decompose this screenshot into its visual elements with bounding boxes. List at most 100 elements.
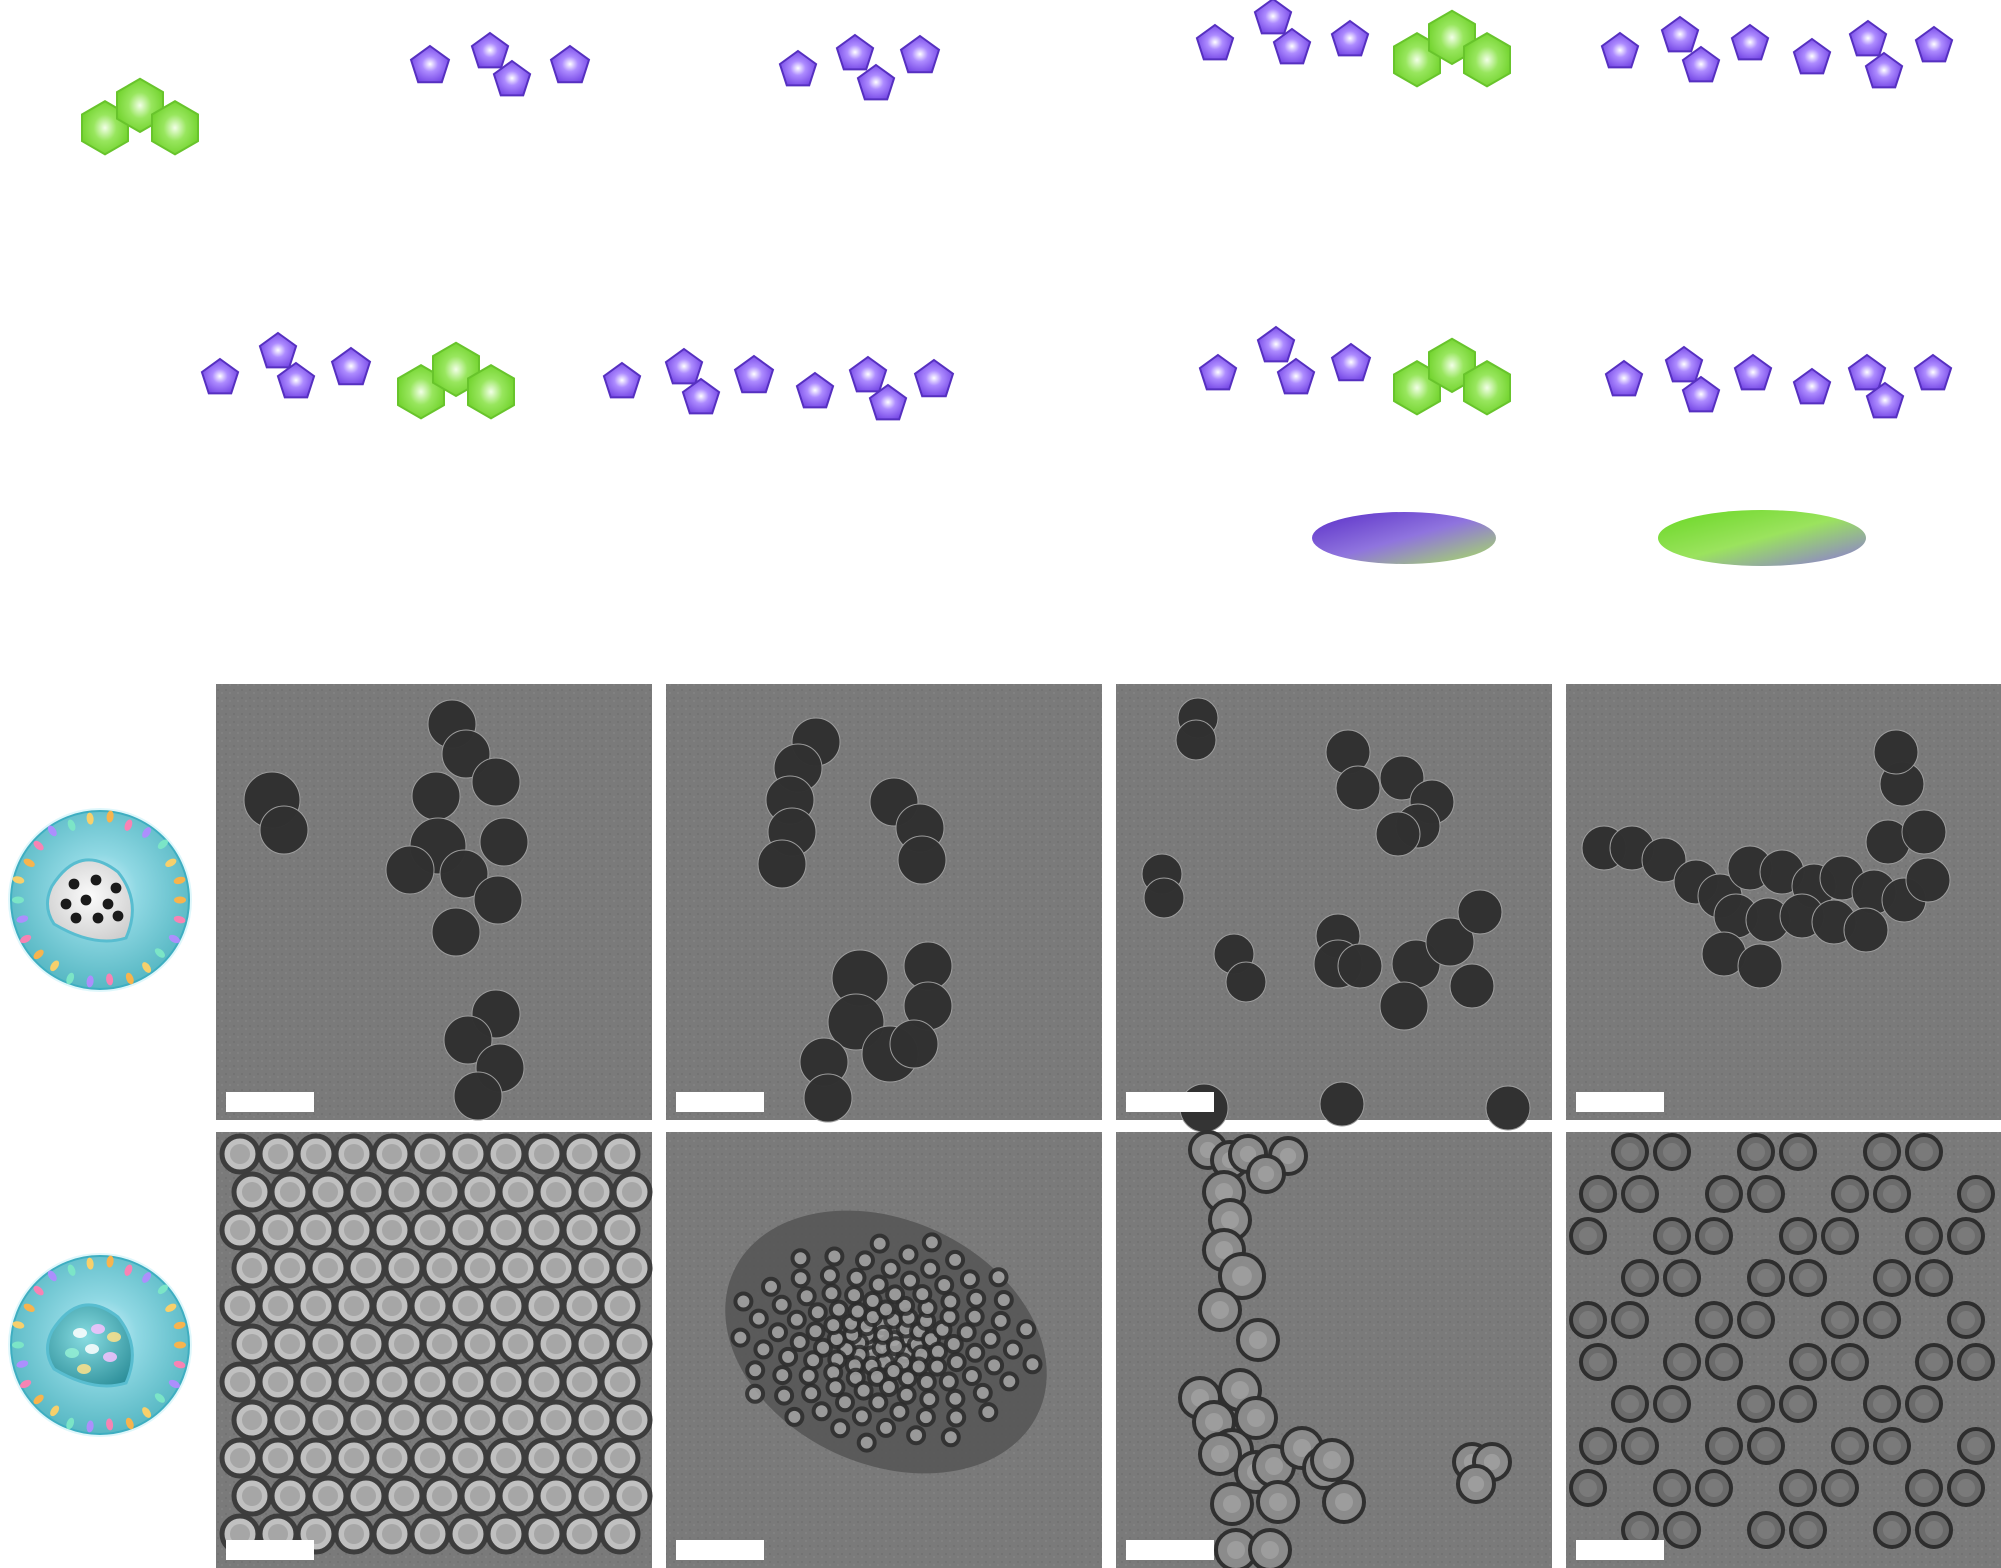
- hollow-particle: [1737, 1133, 1775, 1171]
- hollow-particle: [1653, 1469, 1691, 1507]
- pentagon-icon: [1198, 353, 1238, 391]
- pentagon-icon: [1330, 19, 1370, 57]
- tem-panel: [1566, 1132, 2001, 1568]
- pentagon-icon: [549, 44, 591, 84]
- gradient-ellipse: [1312, 512, 1496, 564]
- dense-particle: [1485, 1085, 1531, 1131]
- hollow-particle: [1905, 1217, 1943, 1255]
- pentagon-icon: [1681, 45, 1721, 83]
- hollow-particle: [1653, 1133, 1691, 1171]
- triple-hexagon-icon: [81, 77, 199, 156]
- hollow-particle: [1863, 1385, 1901, 1423]
- pentagon-icon: [470, 31, 510, 69]
- pentagon-icon: [276, 361, 316, 399]
- dense-particle: [1641, 837, 1687, 883]
- dense-particle: [439, 849, 489, 899]
- pentagon-icon: [1864, 51, 1904, 89]
- pentagon-icon: [1914, 25, 1954, 63]
- hollow-particle: [1947, 1301, 1985, 1339]
- porous-sphere-icon: [8, 808, 192, 992]
- hollow-particle: [1747, 1427, 1785, 1465]
- hollow-particle: [1621, 1427, 1659, 1465]
- hollow-particle: [1873, 1175, 1911, 1213]
- pentagon-icon: [1195, 23, 1235, 61]
- scale-bar: [226, 1540, 314, 1560]
- hollow-particle: [1663, 1343, 1701, 1381]
- pentagon-icon: [1256, 325, 1296, 363]
- hollow-particle: [1863, 1301, 1901, 1339]
- hollow-particle: [1915, 1511, 1953, 1549]
- tem-panel: [216, 1132, 653, 1568]
- dense-particle: [1901, 809, 1947, 855]
- tem-panel: [1116, 684, 1552, 1133]
- particle-icons: [8, 808, 192, 1437]
- hollow-particle: [1831, 1343, 1869, 1381]
- dense-particle: [431, 907, 481, 957]
- hollow-particle: [1831, 1175, 1869, 1213]
- hollow-particle: [1873, 1259, 1911, 1297]
- tem-panel: [216, 684, 652, 1121]
- dense-particle: [1375, 811, 1421, 857]
- dense-particle: [473, 875, 523, 925]
- pentagon-icon: [1792, 367, 1832, 405]
- hollow-particle: [1957, 1343, 1995, 1381]
- dense-particle: [1335, 765, 1381, 811]
- pentagon-icon: [835, 33, 875, 71]
- hollow-particle: [1779, 1469, 1817, 1507]
- dense-particle: [1379, 755, 1425, 801]
- dense-particle: [1143, 877, 1185, 919]
- monomer-schematic: [81, 0, 1954, 566]
- hollow-particle: [1569, 1217, 1607, 1255]
- pentagon-icon: [1276, 357, 1316, 395]
- hollow-particle: [1695, 1217, 1733, 1255]
- hollow-particle: [1821, 1301, 1859, 1339]
- hollow-particle: [1705, 1175, 1743, 1213]
- pentagon-icon: [899, 34, 941, 74]
- hollow-particle: [1695, 1301, 1733, 1339]
- hollow-particle: [1569, 1301, 1607, 1339]
- hollow-particle: [1695, 1469, 1733, 1507]
- hollow-particle: [1873, 1427, 1911, 1465]
- pentagon-icon: [681, 377, 721, 415]
- pentagon-icon: [409, 44, 451, 84]
- pentagon-icon: [1660, 15, 1700, 53]
- pentagon-icon: [1681, 375, 1721, 413]
- pentagon-icon: [1272, 27, 1312, 65]
- dense-particle: [443, 1015, 493, 1065]
- tem-panel: [666, 1132, 1102, 1568]
- pentagon-icon: [1664, 345, 1704, 383]
- dense-particle: [1737, 943, 1783, 989]
- hollow-particle: [1779, 1385, 1817, 1423]
- hollow-particle: [1821, 1469, 1859, 1507]
- dense-particle: [479, 817, 529, 867]
- scale-bar: [1576, 1540, 1664, 1560]
- scale-bar: [226, 1092, 314, 1112]
- dense-particle: [889, 1019, 939, 1069]
- hollow-particle: [1248, 1528, 1292, 1568]
- hollow-particle: [1663, 1511, 1701, 1549]
- dense-particle: [1425, 917, 1475, 967]
- scale-bar: [1126, 1092, 1214, 1112]
- hollow-particle: [1218, 1252, 1266, 1300]
- dense-particle: [1905, 857, 1951, 903]
- hollow-particle: [1915, 1259, 1953, 1297]
- triple-hexagon-icon: [1393, 337, 1511, 416]
- hollow-particle: [1569, 1469, 1607, 1507]
- pentagon-icon: [913, 358, 955, 398]
- pentagon-icon: [258, 331, 298, 369]
- dense-particle: [1457, 889, 1503, 935]
- hollow-particle: [1705, 1343, 1743, 1381]
- dense-particle: [1225, 961, 1267, 1003]
- dense-particle: [897, 835, 947, 885]
- pentagon-icon: [664, 347, 704, 385]
- hollow-particle: [1737, 1301, 1775, 1339]
- hollow-sphere-icon: [8, 1253, 192, 1437]
- scale-bar: [676, 1092, 764, 1112]
- hollow-particle: [1621, 1175, 1659, 1213]
- dense-particle: [1843, 907, 1889, 953]
- dense-particle: [1449, 963, 1495, 1009]
- hollow-particle: [1456, 1464, 1496, 1504]
- hollow-particle: [1905, 1469, 1943, 1507]
- dense-particle: [1337, 943, 1383, 989]
